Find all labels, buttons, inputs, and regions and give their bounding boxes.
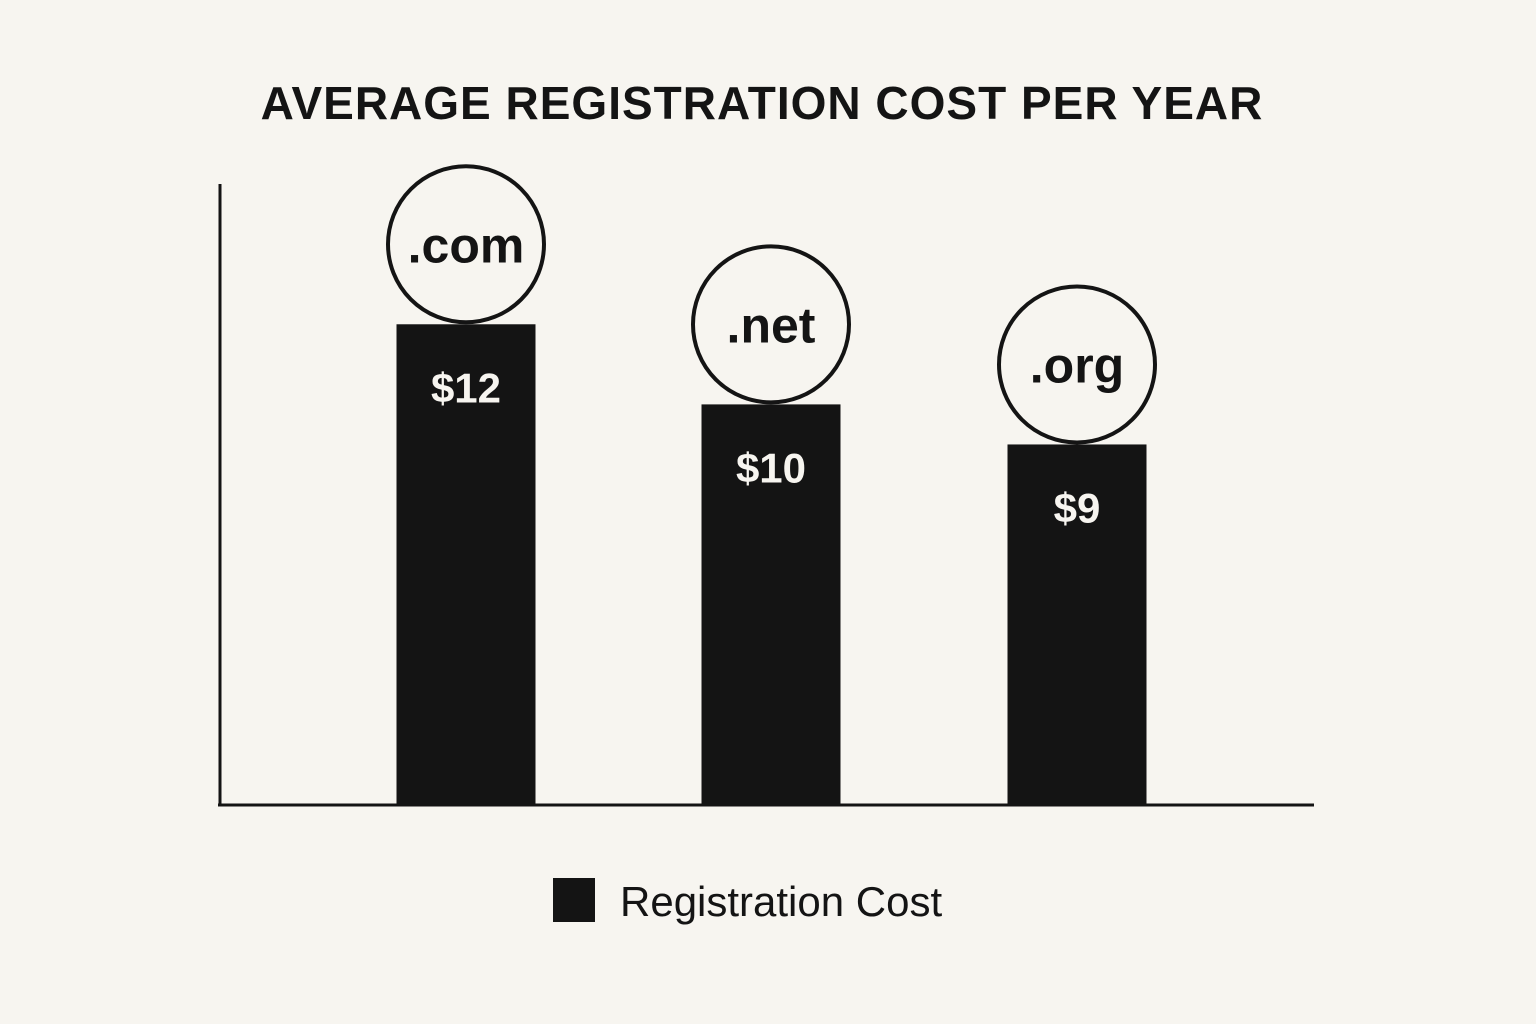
category-label-org: .org	[1030, 337, 1124, 393]
legend: Registration Cost	[553, 878, 942, 925]
value-label-net: $10	[736, 444, 806, 491]
chart-title: AVERAGE REGISTRATION COST PER YEAR	[261, 77, 1264, 129]
legend-label: Registration Cost	[620, 878, 942, 925]
category-badge-org	[997, 284, 1157, 445]
value-label-com: $12	[431, 364, 501, 411]
category-badge-com	[386, 164, 546, 325]
category-label-net: .net	[727, 297, 816, 353]
bar-org	[1007, 444, 1147, 805]
bars-layer: $12 .com $10 .net $9 .org	[386, 164, 1157, 805]
category-label-com: .com	[408, 217, 525, 273]
category-badge-net	[691, 244, 851, 405]
bar-net	[701, 404, 841, 805]
value-label-org: $9	[1054, 484, 1101, 531]
bar-com	[396, 324, 536, 805]
legend-swatch	[553, 878, 595, 922]
